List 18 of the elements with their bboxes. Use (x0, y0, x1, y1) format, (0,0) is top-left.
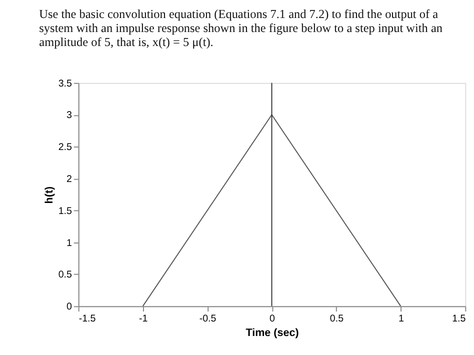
y-tick-label: 1.5 (58, 206, 73, 217)
y-tick-label: 2.5 (58, 142, 73, 154)
y-axis-title: h(t) (43, 186, 56, 204)
x-tick-label: -1 (138, 313, 148, 324)
y-tick-label: 0 (66, 302, 73, 313)
x-tick-label: 1.5 (452, 313, 466, 324)
y-tick-label: 3.5 (58, 78, 73, 90)
y-tick-label: 2 (66, 174, 72, 186)
y-tick-label: 1 (66, 238, 72, 249)
x-tick-label: 0.5 (330, 313, 344, 324)
y-tick-label: 3 (66, 110, 73, 122)
y-tick-label: 0.5 (58, 270, 73, 281)
x-tick-label: -0.5 (199, 313, 217, 324)
x-tick-label: 1 (398, 313, 404, 324)
chart-title: Use the basic convolution equation (Equations 7.1 and 7.2) to find the output of a system with an impulse response shown in the figure below to a step input with an amplitude of 5, that is, x(t) = 5 μ(t). (39, 6, 443, 50)
x-tick-label: 0 (270, 313, 276, 324)
x-axis-title: Time (sec) (246, 327, 300, 340)
x-tick-label: -1.5 (78, 313, 96, 324)
